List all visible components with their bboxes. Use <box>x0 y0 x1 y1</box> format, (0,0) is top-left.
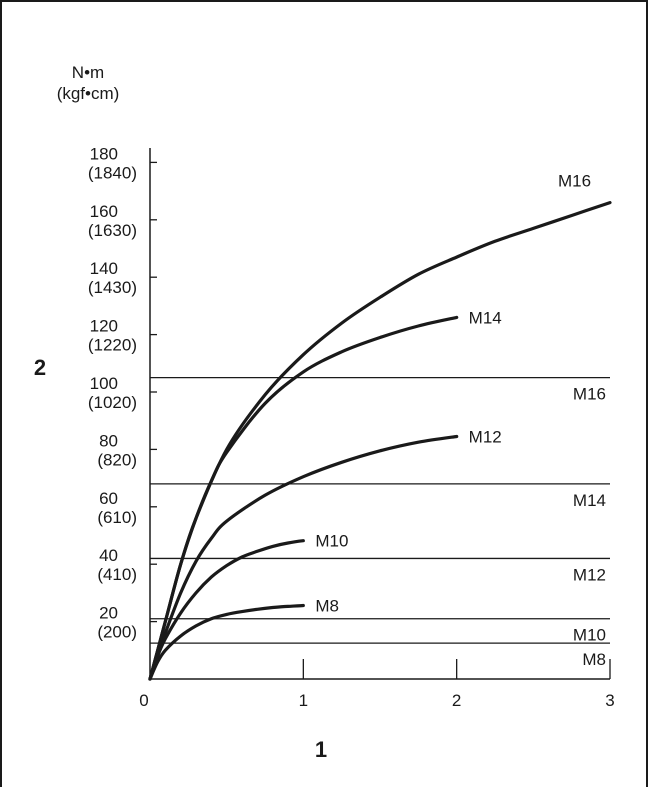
y-tick-label-40: 40 <box>99 546 118 565</box>
y-tick-label-180: 180 <box>90 144 118 163</box>
y-tick-label-80: 80 <box>99 431 118 450</box>
y-unit-alt-label: (kgf•cm) <box>57 84 120 103</box>
y-tick-label-60: 60 <box>99 489 118 508</box>
y-tick-alt-label-80: (820) <box>97 450 137 469</box>
reference-line-label-m10: M10 <box>573 626 606 645</box>
curve-label-m14: M14 <box>469 308 502 327</box>
y-unit-label: N•m <box>72 63 104 82</box>
x-tick-label-1: 1 <box>299 691 308 710</box>
curve-m8 <box>148 603 305 681</box>
curve-label-m16: M16 <box>558 172 591 191</box>
y-tick-label-160: 160 <box>90 202 118 221</box>
reference-line-label-m14: M14 <box>573 491 606 510</box>
x-tick-label-3: 3 <box>605 691 614 710</box>
y-tick-alt-label-100: (1020) <box>88 393 137 412</box>
y-tick-alt-label-160: (1630) <box>88 221 137 240</box>
y-tick-alt-label-180: (1840) <box>88 163 137 182</box>
y-tick-label-100: 100 <box>90 374 118 393</box>
y-tick-alt-label-60: (610) <box>97 508 137 527</box>
reference-lines-layer: M8 M10 M12 M14 M16 <box>150 376 610 669</box>
y-tick-label-120: 120 <box>90 317 118 336</box>
curve-label-m12: M12 <box>469 427 502 446</box>
curves-layer: M8 M10 M12 M14 M16 <box>148 172 612 681</box>
axes-layer <box>149 148 610 680</box>
x-tick-label-0: 0 <box>139 691 148 710</box>
y-axis-label: 2 <box>34 355 46 380</box>
ticks-layer: 20(200)40(410)60(610)80(820)100(1020)120… <box>88 144 615 710</box>
reference-line-label-m16: M16 <box>573 385 606 404</box>
y-tick-alt-label-140: (1430) <box>88 278 137 297</box>
y-tick-alt-label-40: (410) <box>97 565 137 584</box>
y-tick-alt-label-120: (1220) <box>88 336 137 355</box>
reference-line-label-m8: M8 <box>582 650 606 669</box>
reference-line-label-m12: M12 <box>573 565 606 584</box>
y-tick-label-140: 140 <box>90 259 118 278</box>
curve-m12 <box>148 434 459 681</box>
y-tick-label-20: 20 <box>99 604 118 623</box>
curve-label-m8: M8 <box>315 597 339 616</box>
curve-m16 <box>148 201 612 681</box>
y-tick-alt-label-20: (200) <box>97 623 137 642</box>
x-tick-label-2: 2 <box>452 691 461 710</box>
curve-m10 <box>148 539 305 681</box>
x-axis-label: 1 <box>315 737 327 762</box>
curve-label-m10: M10 <box>315 532 348 551</box>
